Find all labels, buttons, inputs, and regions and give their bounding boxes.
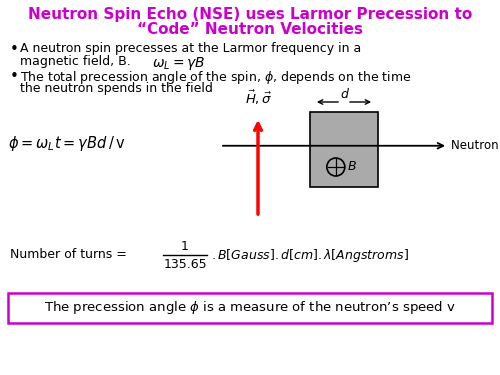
Bar (8, 293, 492, 323)
Text: The precession angle $\phi$ is a measure of the neutron’s speed v: The precession angle $\phi$ is a measure… (44, 300, 456, 316)
Text: $\mathit{.B[Gauss].d[cm].\lambda[Angstroms]}$: $\mathit{.B[Gauss].d[cm].\lambda[Angstro… (211, 246, 409, 264)
Text: d: d (340, 88, 348, 101)
Text: •: • (10, 69, 19, 84)
Text: magnetic field, B.: magnetic field, B. (20, 55, 131, 68)
Text: the neutron spends in the field: the neutron spends in the field (20, 82, 213, 95)
Text: Number of turns =: Number of turns = (10, 249, 131, 261)
Bar (310, 112, 378, 187)
Text: The total precession angle of the spin, $\phi$, depends on the time: The total precession angle of the spin, … (20, 69, 411, 86)
Text: $\vec{H}, \vec{\sigma}$: $\vec{H}, \vec{\sigma}$ (245, 88, 272, 107)
Text: A neutron spin precesses at the Larmor frequency in a: A neutron spin precesses at the Larmor f… (20, 42, 361, 55)
Text: $\phi = \omega_L t = \gamma Bd\,/\,\mathrm{v}$: $\phi = \omega_L t = \gamma Bd\,/\,\math… (8, 134, 126, 153)
Text: 135.65: 135.65 (163, 258, 207, 270)
Text: $\omega_L = \gamma B$: $\omega_L = \gamma B$ (152, 55, 206, 72)
Text: Neutron Spin Echo (NSE) uses Larmor Precession to: Neutron Spin Echo (NSE) uses Larmor Prec… (28, 7, 472, 22)
Circle shape (327, 158, 345, 176)
Text: •: • (10, 42, 19, 57)
Text: “Code” Neutron Velocities: “Code” Neutron Velocities (137, 22, 363, 37)
Text: B: B (348, 160, 356, 174)
Text: 1: 1 (181, 240, 189, 252)
Text: Neutron velocity, v: Neutron velocity, v (451, 139, 500, 152)
